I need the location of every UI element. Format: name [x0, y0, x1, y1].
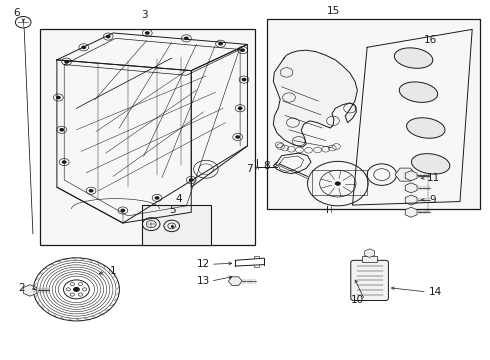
Circle shape: [62, 160, 67, 164]
Ellipse shape: [399, 82, 438, 102]
Text: 2: 2: [18, 283, 24, 293]
Text: 15: 15: [326, 6, 340, 17]
Text: 7: 7: [246, 164, 253, 174]
Circle shape: [106, 35, 111, 39]
Text: 3: 3: [142, 10, 148, 20]
Bar: [143, 205, 211, 244]
Text: 4: 4: [176, 194, 182, 204]
Circle shape: [335, 181, 341, 186]
Circle shape: [184, 37, 189, 40]
Text: 16: 16: [424, 35, 437, 45]
Bar: [362, 256, 377, 262]
Text: 6: 6: [13, 8, 20, 18]
Ellipse shape: [412, 154, 450, 174]
Ellipse shape: [407, 118, 445, 138]
Text: 14: 14: [429, 287, 442, 297]
Bar: [267, 19, 480, 209]
Circle shape: [238, 107, 243, 110]
Circle shape: [64, 60, 69, 63]
Bar: [40, 30, 255, 244]
Circle shape: [81, 45, 86, 49]
Text: 5: 5: [170, 205, 176, 215]
Text: 13: 13: [197, 276, 210, 286]
Circle shape: [235, 135, 240, 139]
Circle shape: [56, 96, 61, 99]
Text: 9: 9: [430, 195, 437, 205]
Circle shape: [145, 31, 150, 35]
FancyBboxPatch shape: [351, 260, 389, 301]
Circle shape: [240, 48, 245, 52]
Circle shape: [73, 287, 80, 292]
Text: 8: 8: [264, 161, 270, 171]
Text: 10: 10: [351, 295, 364, 305]
Circle shape: [89, 189, 94, 193]
Circle shape: [218, 42, 223, 45]
Circle shape: [155, 196, 159, 200]
Polygon shape: [273, 50, 357, 147]
Ellipse shape: [394, 48, 433, 68]
Text: 12: 12: [197, 259, 210, 269]
Circle shape: [189, 178, 194, 182]
Text: 1: 1: [110, 266, 117, 276]
Text: 11: 11: [426, 173, 440, 183]
Circle shape: [121, 209, 125, 212]
Circle shape: [242, 78, 246, 81]
Circle shape: [59, 128, 64, 132]
